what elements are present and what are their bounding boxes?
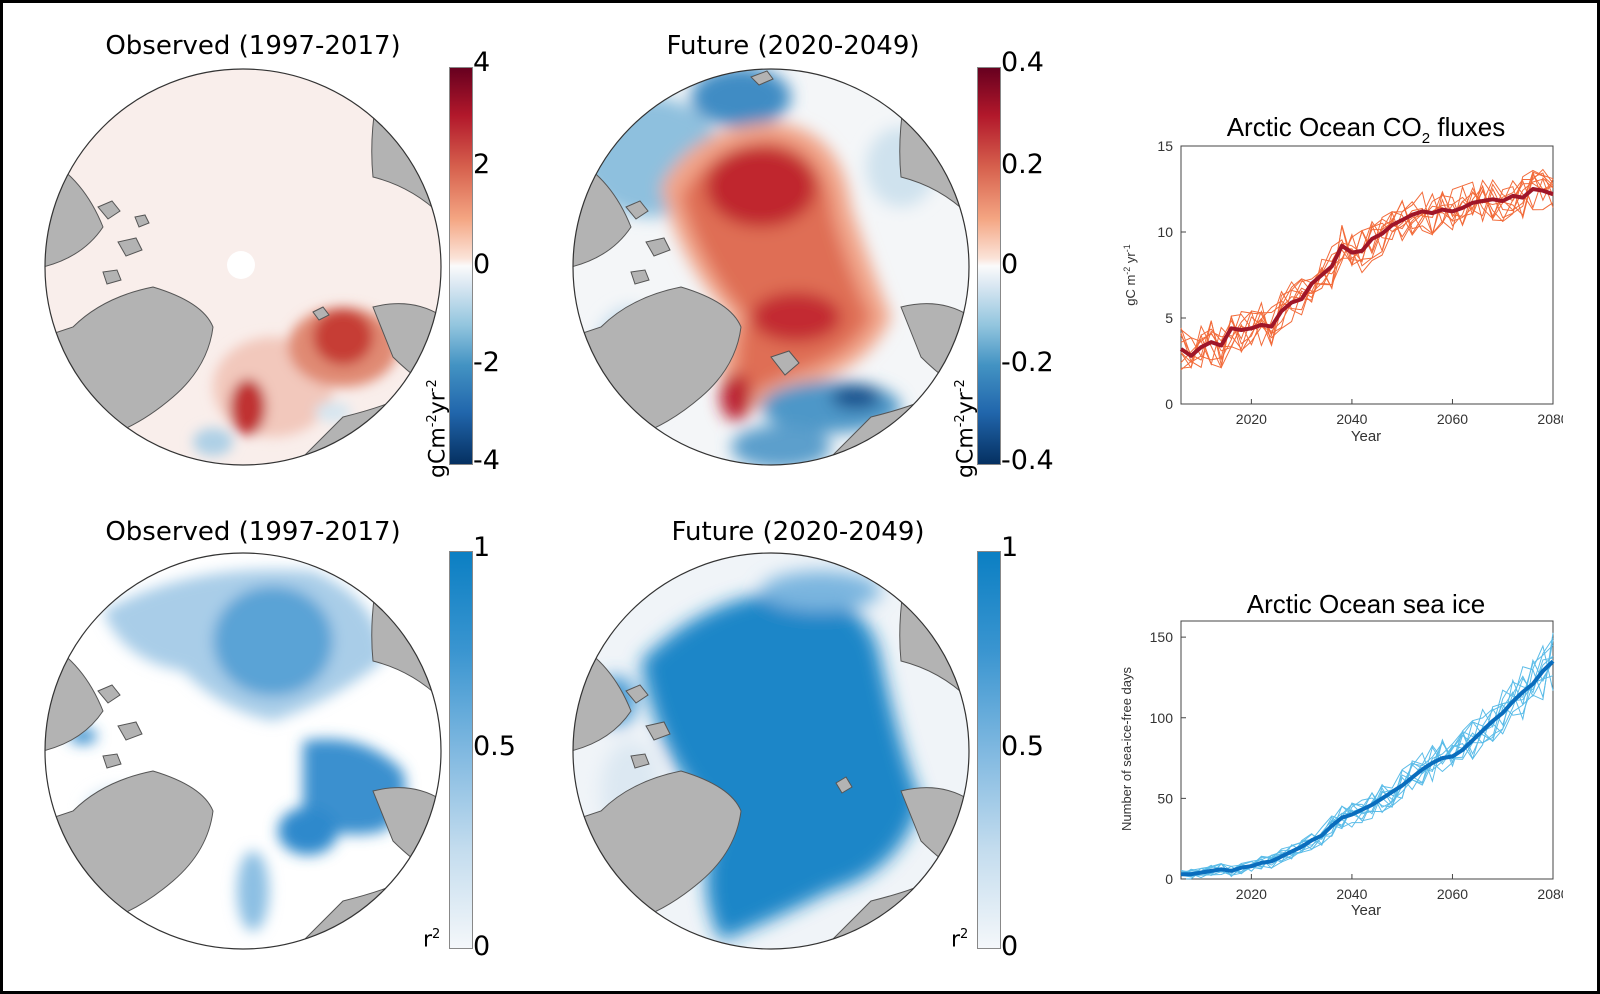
- map-title-future-r2: Future (2020-2049): [671, 517, 925, 547]
- unit-exp2: -2: [953, 379, 968, 393]
- colorbar-observed-r2: [449, 551, 473, 949]
- ensemble-member-line: [1180, 644, 1554, 876]
- map-title-observed-flux: Observed (1997-2017): [105, 31, 401, 61]
- unit-exp2: -2: [425, 379, 440, 393]
- chart-title: Arctic Ocean sea ice: [1247, 589, 1485, 619]
- y-axis-label: gC m-2 yr-1: [1122, 244, 1138, 306]
- unit-exp: 2: [960, 927, 969, 942]
- cbar-obs-flux-tick-mid: 0: [473, 249, 491, 280]
- y-tick-label: 100: [1150, 710, 1174, 726]
- cbar-fut-flux-tick-mid: 0: [1001, 249, 1019, 280]
- map-observed-flux-trend: [44, 68, 442, 466]
- unit-base: gCm: [953, 427, 979, 478]
- cbar-obs-flux-unit-label: gCm-2yr-2: [425, 379, 450, 478]
- map-future-flux-trend: [572, 68, 970, 466]
- cbar-obs-r2-unit-label: r2: [423, 927, 440, 952]
- colorbar-observed-flux: [449, 67, 473, 465]
- ensemble-member-line: [1180, 179, 1554, 363]
- ensemble-member-line: [1180, 675, 1554, 876]
- colorbar-future-flux: [977, 67, 1001, 465]
- x-tick-label: 2020: [1236, 411, 1267, 427]
- cbar-obs-r2-tick-top: 1: [473, 532, 491, 563]
- cbar-fut-r2-tick-top: 1: [1001, 532, 1019, 563]
- x-tick-label: 2060: [1437, 886, 1468, 902]
- y-tick-label: 5: [1165, 310, 1173, 326]
- ensemble-member-line: [1180, 638, 1554, 877]
- x-axis-label: Year: [1351, 902, 1381, 919]
- y-tick-label: 15: [1157, 138, 1173, 154]
- cbar-fut-flux-tick-top: 0.4: [1001, 47, 1044, 78]
- unit-exp1: -2: [953, 414, 968, 428]
- x-tick-label: 2040: [1336, 411, 1367, 427]
- x-tick-label: 2060: [1437, 411, 1468, 427]
- y-tick-label: 10: [1157, 224, 1173, 240]
- unit-base: r: [423, 927, 433, 953]
- cbar-fut-flux-unit-label: gCm-2yr-2: [953, 379, 978, 478]
- cbar-obs-r2-tick-mid: 0.5: [473, 731, 516, 762]
- y-tick-label: 0: [1165, 871, 1173, 887]
- ensemble-mean-line: [1179, 187, 1554, 358]
- plot-frame: [1180, 145, 1554, 405]
- cbar-fut-r2-tick-bottom: 0: [1001, 931, 1019, 962]
- unit-base: gCm: [425, 427, 451, 478]
- ensemble-member-line: [1180, 655, 1554, 879]
- x-tick-label: 2040: [1336, 886, 1367, 902]
- cbar-obs-r2-tick-bottom: 0: [473, 931, 491, 962]
- unit-base: r: [951, 927, 961, 953]
- unit-exp: 2: [432, 927, 441, 942]
- cbar-obs-flux-tick-upper: 2: [473, 149, 491, 180]
- ensemble-member-line: [1180, 661, 1554, 877]
- unit-mid: yr: [425, 392, 451, 415]
- map-title-future-flux: Future (2020-2049): [666, 31, 920, 61]
- cbar-obs-flux-tick-bottom: -4: [473, 445, 500, 476]
- chart-co2-fluxes: Arctic Ocean CO2 fluxes 2020 2040 2060 208 0…: [1122, 112, 1563, 445]
- x-axis-label: Year: [1351, 428, 1381, 445]
- y-axis-label: Number of sea-ice-free days: [1119, 666, 1134, 831]
- ensemble-member-line: [1180, 639, 1554, 880]
- ensemble-member-line: [1180, 658, 1554, 877]
- plot-frame: [1180, 620, 1554, 880]
- y-tick-label: 0: [1165, 396, 1173, 412]
- map-title-observed-r2: Observed (1997-2017): [105, 517, 401, 547]
- ensemble-member-line: [1180, 178, 1554, 371]
- ensemble-member-line: [1180, 173, 1554, 370]
- map-future-r2: [572, 552, 970, 950]
- cbar-fut-r2-unit-label: r2: [951, 927, 968, 952]
- cbar-fut-flux-tick-lower: -0.2: [1001, 347, 1054, 378]
- unit-mid: yr: [953, 392, 979, 415]
- ensemble-member-line: [1180, 178, 1554, 369]
- cbar-fut-flux-tick-bottom: -0.4: [1001, 445, 1054, 476]
- unit-exp1: -2: [425, 414, 440, 428]
- cbar-fut-flux-tick-upper: 0.2: [1001, 149, 1044, 180]
- ensemble-member-line: [1180, 632, 1554, 876]
- cbar-obs-flux-tick-top: 4: [473, 47, 491, 78]
- ensemble-member-line: [1180, 657, 1554, 877]
- cbar-obs-flux-tick-lower: -2: [473, 347, 500, 378]
- ensemble-member-line: [1180, 644, 1554, 878]
- ensemble-mean-line: [1181, 659, 1555, 877]
- y-tick-label: 50: [1157, 790, 1173, 806]
- ensemble-members: [1180, 632, 1554, 880]
- chart-title: Arctic Ocean CO2 fluxes: [1227, 112, 1506, 147]
- map-observed-r2: [44, 552, 442, 950]
- x-tick-label: 2020: [1236, 886, 1267, 902]
- cbar-fut-r2-tick-mid: 0.5: [1001, 731, 1044, 762]
- colorbar-future-r2: [977, 551, 1001, 949]
- y-tick-label: 150: [1150, 629, 1174, 645]
